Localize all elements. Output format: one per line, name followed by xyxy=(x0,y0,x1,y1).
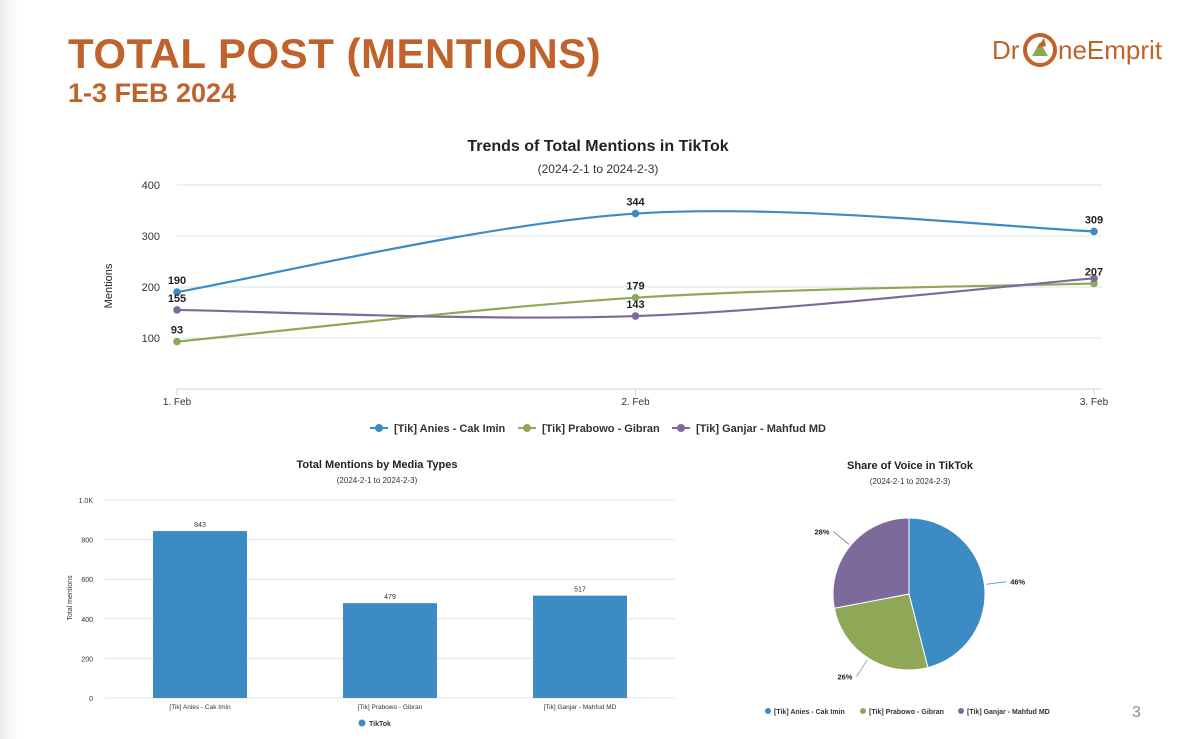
line-x-tick-label: 1. Feb xyxy=(163,397,192,408)
line-data-label: 309 xyxy=(1085,214,1103,226)
line-y-tick-label: 200 xyxy=(142,282,160,294)
pie-label-connector xyxy=(833,531,850,545)
bar-chart-title: Total Mentions by Media Types xyxy=(297,459,458,471)
droneemprit-logo: Dr neEmprit xyxy=(992,33,1163,67)
line-x-tick-label: 3. Feb xyxy=(1080,397,1109,408)
pie-label-connector xyxy=(986,581,1007,585)
line-point-1-0 xyxy=(173,337,181,346)
line-data-label: 155 xyxy=(168,293,186,305)
line-y-tick-label: 100 xyxy=(142,333,160,345)
line-chart-trends: Trends of Total Mentions in TikTok (2024… xyxy=(103,138,1109,408)
pie-legend-marker-anies xyxy=(765,708,771,714)
logo-text-right: neEmprit xyxy=(1058,35,1163,65)
pie-slice-0 xyxy=(908,517,986,669)
line-point-0-1 xyxy=(631,209,640,218)
line-chart-subtitle: (2024-2-1 to 2024-2-3) xyxy=(538,162,659,176)
bar-legend-marker xyxy=(358,719,366,727)
line-point-0-2 xyxy=(1090,227,1098,236)
pie-slice-label: 46% xyxy=(1010,578,1025,587)
pie-slice-1 xyxy=(833,593,929,671)
pie-chart-title: Share of Voice in TikTok xyxy=(847,460,974,472)
bar-y-tick-label: 600 xyxy=(81,577,93,584)
slide-edge-shadow xyxy=(0,0,18,739)
svg-text:[Tik] Prabowo - Gibran: [Tik] Prabowo - Gibran xyxy=(542,423,660,435)
pie-legend-label-anies: [Tik] Anies - Cak Imin xyxy=(774,709,845,716)
bar-chart-y-axis-label: Total mentions xyxy=(67,575,74,621)
logo-text-left: Dr xyxy=(992,35,1020,65)
svg-text:[Tik] Ganjar - Mahfud MD: [Tik] Ganjar - Mahfud MD xyxy=(696,423,826,435)
line-x-tick-label: 2. Feb xyxy=(621,397,650,408)
bar-0 xyxy=(153,531,247,698)
slide-title: TOTAL POST (MENTIONS) xyxy=(68,30,602,77)
pie-slice-label: 28% xyxy=(814,528,829,537)
line-y-tick-label: 400 xyxy=(142,180,160,192)
bar-y-tick-label: 1.0K xyxy=(79,498,94,505)
logo-drone-icon xyxy=(1023,33,1057,67)
bar-value-label: 517 xyxy=(574,587,586,594)
line-point-2-2 xyxy=(1090,274,1098,283)
line-point-1-1 xyxy=(631,293,640,302)
line-data-label: 344 xyxy=(626,197,645,209)
pie-legend-marker-prabowo xyxy=(860,708,866,714)
pie-legend-marker-ganjar xyxy=(958,708,964,714)
bar-chart-legend[interactable]: TikTok xyxy=(358,719,392,729)
bar-chart-subtitle: (2024-2-1 to 2024-2-3) xyxy=(337,476,418,485)
pie-slice-2 xyxy=(832,517,910,609)
line-point-2-1 xyxy=(631,312,640,320)
line-chart-legend[interactable]: [Tik] Anies - Cak Imin [Tik] Prabowo - G… xyxy=(360,416,840,440)
bar-y-tick-label: 0 xyxy=(89,696,93,703)
page-number: 3 xyxy=(1132,704,1141,721)
line-data-label: 93 xyxy=(171,325,183,337)
line-data-label: 190 xyxy=(168,275,186,287)
bar-y-tick-label: 400 xyxy=(81,617,93,624)
pie-label-connector xyxy=(856,659,868,677)
bar-x-tick-label: [Tik] Anies - Cak Imin xyxy=(169,704,231,711)
bar-y-tick-label: 200 xyxy=(81,656,93,663)
line-point-0-0 xyxy=(173,288,181,296)
line-data-label: 207 xyxy=(1085,266,1103,278)
line-point-2-0 xyxy=(173,306,181,314)
bar-y-tick-label: 800 xyxy=(81,538,93,545)
pie-legend-label-prabowo: [Tik] Prabowo - Gibran xyxy=(869,709,944,716)
legend-item-prabowo[interactable]: [Tik] Prabowo - Gibran xyxy=(518,423,660,435)
slide-subtitle: 1-3 FEB 2024 xyxy=(68,78,237,108)
bar-1 xyxy=(343,603,437,698)
bar-chart-media-types: Total Mentions by Media Types (2024-2-1 … xyxy=(67,459,675,729)
bar-value-label: 843 xyxy=(194,522,206,529)
pie-chart-subtitle: (2024-2-1 to 2024-2-3) xyxy=(870,477,951,486)
line-data-label: 143 xyxy=(626,299,644,311)
bar-legend-label: TikTok xyxy=(369,721,391,728)
legend-item-ganjar[interactable]: [Tik] Ganjar - Mahfud MD xyxy=(672,423,826,435)
line-y-tick-label: 300 xyxy=(142,231,160,243)
bar-x-tick-label: [Tik] Ganjar - Mahfud MD xyxy=(544,704,617,711)
pie-legend-label-ganjar: [Tik] Ganjar - Mahfud MD xyxy=(967,709,1050,716)
line-chart-title: Trends of Total Mentions in TikTok xyxy=(467,138,728,155)
pie-chart-legend[interactable]: [Tik] Anies - Cak Imin [Tik] Prabowo - G… xyxy=(765,708,1050,716)
pie-slice-label: 26% xyxy=(837,673,852,682)
line-chart-y-axis-label: Mentions xyxy=(103,263,115,308)
line-data-label: 179 xyxy=(626,281,644,293)
bar-value-label: 479 xyxy=(384,594,396,601)
bar-x-tick-label: [Tik] Prabowo - Gibran xyxy=(358,704,423,711)
legend-item-anies[interactable]: [Tik] Anies - Cak Imin xyxy=(370,423,506,435)
bar-2 xyxy=(533,595,627,698)
svg-text:[Tik] Anies - Cak Imin: [Tik] Anies - Cak Imin xyxy=(394,423,506,435)
pie-chart-share-of-voice: Share of Voice in TikTok (2024-2-1 to 20… xyxy=(765,460,1050,716)
